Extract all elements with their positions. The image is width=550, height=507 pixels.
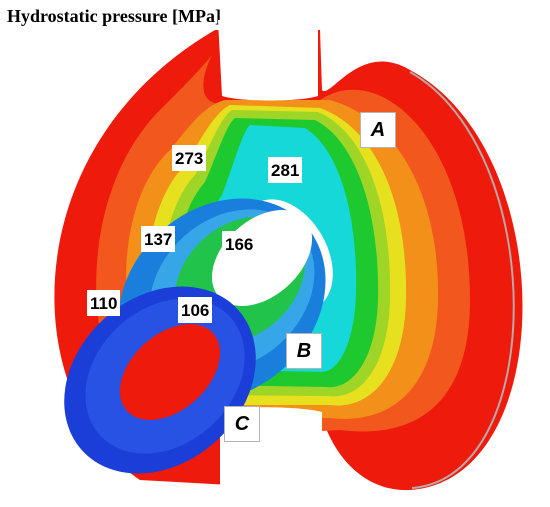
top-slot — [218, 20, 318, 101]
outer-rim-line — [409, 71, 515, 489]
figure-title: Hydrostatic pressure [MPa] — [7, 6, 221, 26]
part-label-b: B — [286, 333, 322, 369]
part-label-a: A — [360, 112, 396, 148]
value-label-110: 110 — [87, 290, 121, 316]
value-label-273: 273 — [172, 145, 207, 171]
value-label-106: 106 — [178, 297, 213, 323]
value-label-281: 281 — [268, 157, 303, 183]
value-label-137: 137 — [141, 226, 176, 252]
part-c-ring — [64, 286, 256, 474]
ring-c-hole — [119, 324, 221, 420]
value-label-166: 166 — [222, 231, 257, 257]
part-label-c: C — [224, 406, 260, 442]
